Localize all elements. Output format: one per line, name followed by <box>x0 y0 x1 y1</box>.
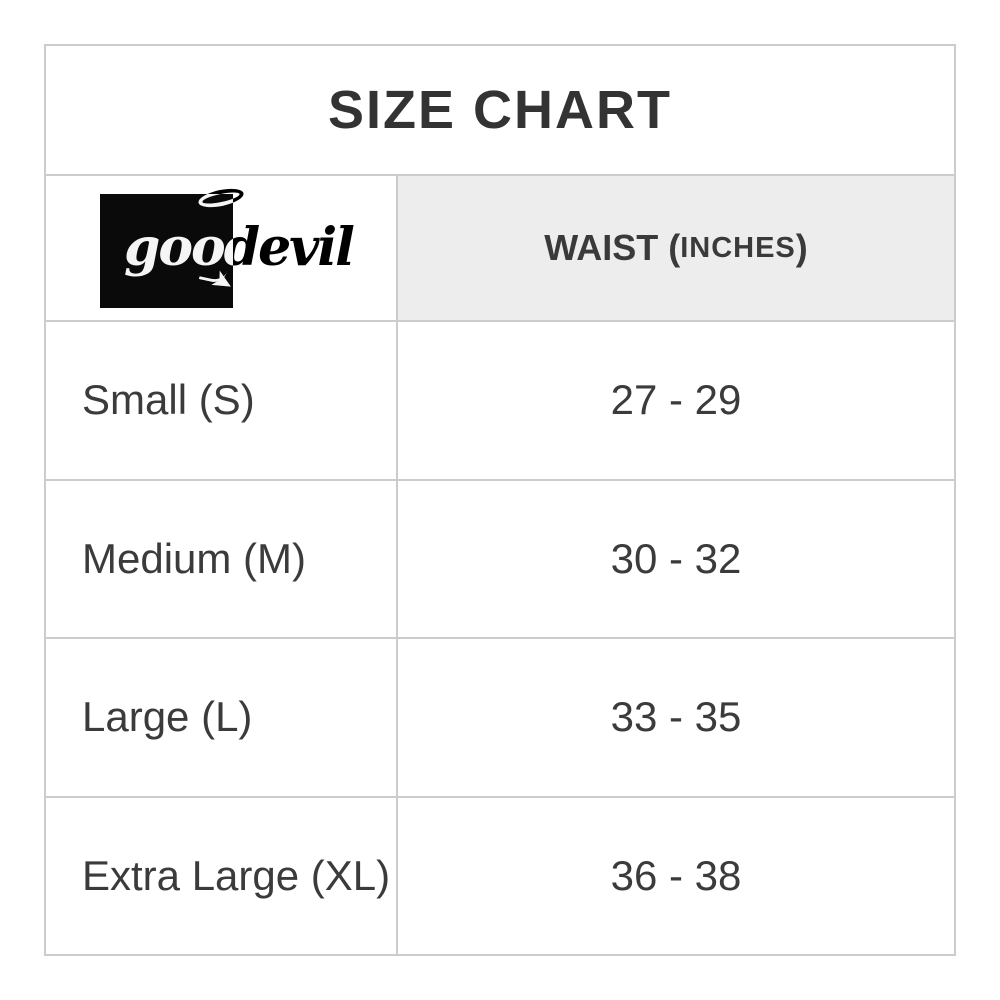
waist-header-units: INCHES <box>680 231 796 264</box>
waist-header-label: WAIST ( <box>544 227 681 268</box>
table-row: Medium (M) 30 - 32 <box>46 480 954 639</box>
header-cell-waist: WAIST (INCHES) <box>398 176 954 320</box>
size-chart-table: SIZE CHART goodevil ➤ WAIST (INCHES) Sma… <box>44 44 956 956</box>
title-row: SIZE CHART <box>46 46 954 176</box>
table-row: Small (S) 27 - 29 <box>46 322 954 481</box>
waist-cell: 36 - 38 <box>610 851 742 899</box>
table-row: Large (L) 33 - 35 <box>46 639 954 798</box>
size-cell: Small (S) <box>46 322 398 479</box>
logo-black-box <box>100 194 233 308</box>
table-row: Extra Large (XL) 36 - 38 <box>46 797 954 954</box>
size-cell: Medium (M) <box>46 480 398 637</box>
size-cell: Large (L) <box>46 639 398 796</box>
brand-logo: goodevil ➤ <box>100 185 355 308</box>
header-cell-brand: goodevil ➤ <box>46 176 398 320</box>
table-header-row: goodevil ➤ WAIST (INCHES) <box>46 176 954 322</box>
waist-cell: 30 - 32 <box>610 534 742 582</box>
waist-cell: 33 - 35 <box>610 693 742 741</box>
page-title: SIZE CHART <box>328 80 672 140</box>
size-cell: Extra Large (XL) <box>46 797 398 954</box>
waist-cell: 27 - 29 <box>610 376 742 424</box>
waist-header-paren: ) <box>795 227 808 268</box>
